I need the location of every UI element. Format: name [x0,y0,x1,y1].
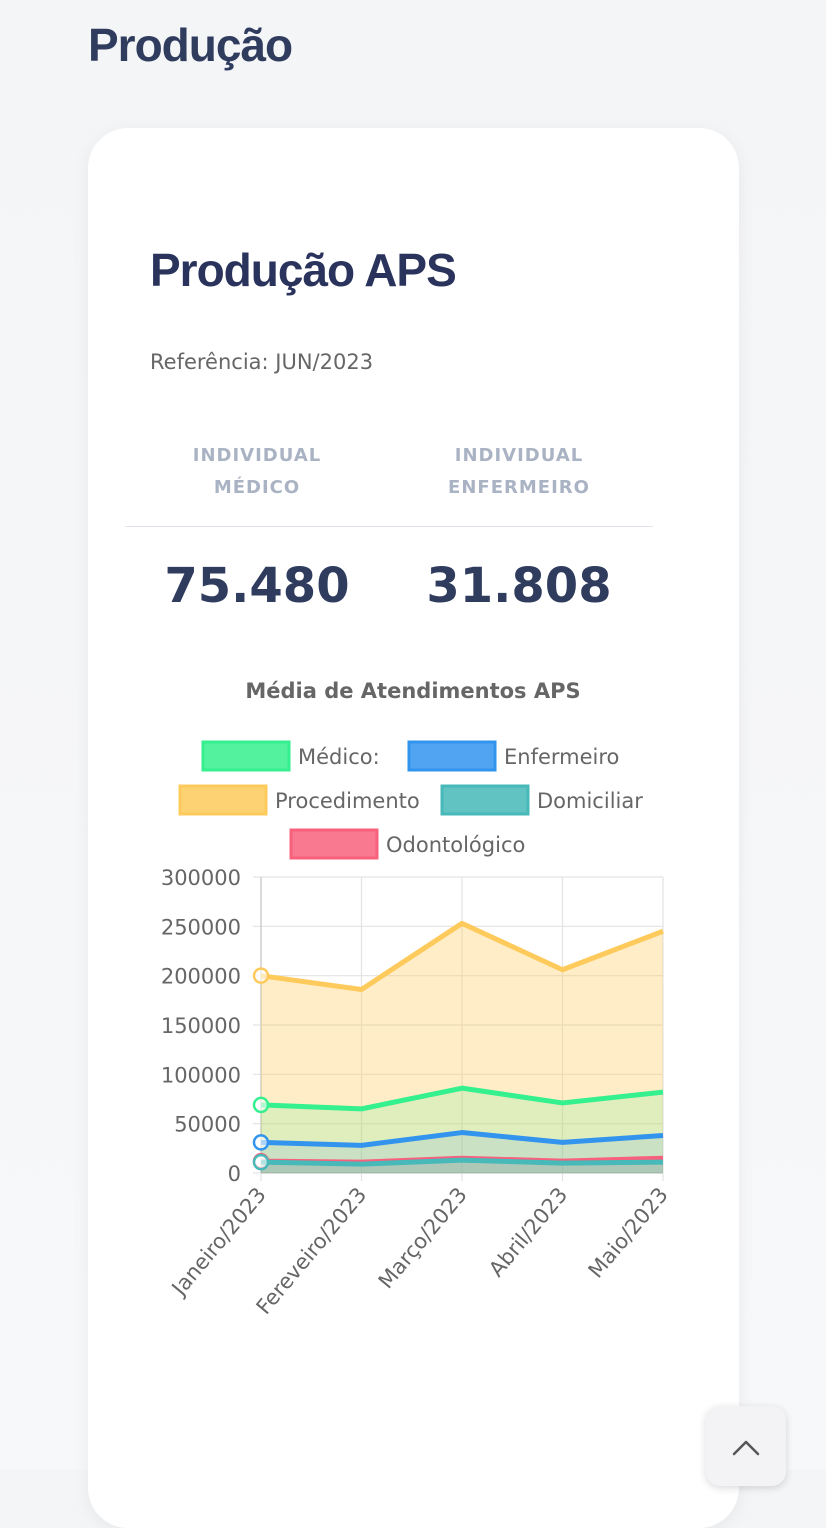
legend-swatch [178,784,268,816]
production-card: Produção APS Referência: JUN/2023 INDIVI… [88,128,739,1528]
legend-label: Enfermeiro [504,745,619,769]
legend-label: Procedimento [275,789,420,813]
y-tick-label: 0 [228,1162,241,1186]
line-chart: Média de Atendimentos APS Médico: Enfermei… [161,679,673,1319]
series-line [260,1130,664,1148]
series-point [252,1134,270,1151]
y-tick-label: 100000 [161,1063,241,1087]
card-title: Produção APS [150,244,457,296]
y-tick-label: 250000 [161,915,241,939]
legend-swatch [440,784,530,816]
x-tick-label: Abril/2023 [484,1183,572,1282]
page-title: Produção [88,19,293,71]
legend-swatch [407,740,497,772]
legend-label: Médico: [298,745,380,769]
legend-label: Domiciliar [537,789,643,813]
stat-label-enfermeiro: INDIVIDUAL ENFERMEIRO [448,445,590,498]
y-tick-label: 200000 [161,965,241,989]
stat-value-enfermeiro: 31.808 [426,558,612,614]
divider [125,526,653,527]
legend-swatch [289,828,379,860]
legend-label: Odontológico [386,833,525,857]
y-tick-label: 50000 [174,1113,241,1137]
stat-label-medico: INDIVIDUAL MÉDICO [192,445,322,498]
chevron-up-icon [732,1440,760,1456]
x-tick-label: Fereveiro/2023 [252,1183,372,1319]
y-tick-label: 150000 [161,1014,241,1038]
scroll-to-top-button[interactable] [706,1406,786,1486]
y-tick-label: 300000 [161,866,241,890]
stat-value-medico: 75.480 [164,558,350,614]
chart-title: Média de Atendimentos APS [245,679,580,703]
legend-swatch [201,740,291,772]
series-line [260,1085,664,1112]
series-point [252,1153,270,1171]
series-point [252,1096,270,1114]
series-point [252,967,270,984]
x-tick-label: Maio/2023 [584,1183,673,1283]
x-tick-label: Março/2023 [374,1183,472,1293]
x-tick-label: Janeiro/2023 [166,1183,271,1302]
series-line [260,920,664,992]
reference-text: Referência: JUN/2023 [150,350,374,374]
series-line [260,1157,664,1167]
